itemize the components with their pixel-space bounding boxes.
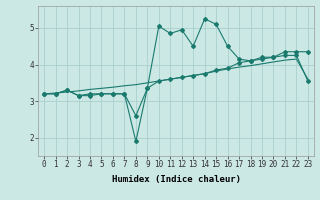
- X-axis label: Humidex (Indice chaleur): Humidex (Indice chaleur): [111, 175, 241, 184]
